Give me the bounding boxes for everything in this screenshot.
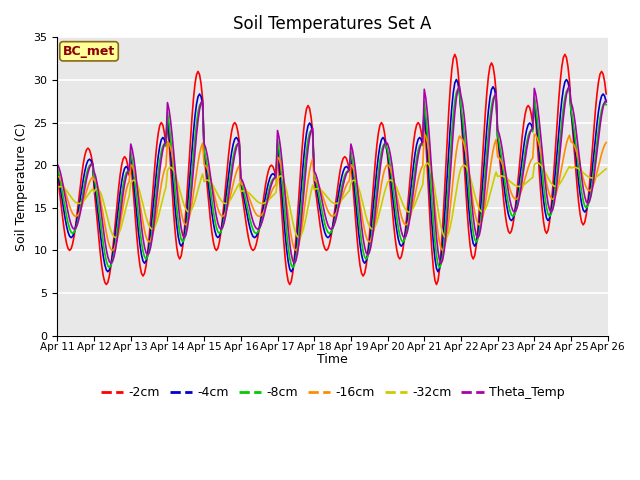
-4cm (434, 269, 442, 275)
Text: BC_met: BC_met (63, 45, 115, 58)
-32cm (111, 235, 119, 240)
-4cm (602, 99, 610, 105)
-16cm (54, 173, 61, 179)
-2cm (602, 91, 610, 97)
-2cm (246, 242, 254, 248)
-4cm (452, 77, 460, 83)
Theta_Temp (54, 161, 61, 167)
Theta_Temp (219, 225, 227, 230)
Theta_Temp (295, 240, 303, 246)
Line: -8cm: -8cm (58, 89, 606, 267)
-32cm (54, 185, 61, 191)
Theta_Temp (107, 260, 115, 266)
Theta_Temp (246, 207, 254, 213)
Line: -16cm: -16cm (58, 134, 606, 251)
-16cm (237, 181, 244, 187)
Line: -4cm: -4cm (58, 80, 606, 272)
-4cm (575, 180, 582, 185)
-2cm (102, 282, 110, 288)
Theta_Temp (602, 97, 610, 103)
-16cm (122, 188, 130, 193)
-2cm (122, 156, 130, 162)
-2cm (54, 171, 61, 177)
-32cm (237, 189, 244, 194)
X-axis label: Time: Time (317, 353, 348, 366)
-16cm (602, 140, 610, 145)
-8cm (122, 170, 130, 176)
-4cm (217, 228, 225, 234)
-8cm (246, 216, 254, 222)
-4cm (54, 168, 61, 174)
-4cm (244, 219, 252, 225)
-32cm (602, 166, 610, 172)
Legend: -2cm, -4cm, -8cm, -16cm, -32cm, Theta_Temp: -2cm, -4cm, -8cm, -16cm, -32cm, Theta_Te… (95, 381, 570, 404)
-16cm (295, 241, 303, 247)
Theta_Temp (237, 175, 244, 181)
-8cm (575, 166, 582, 172)
-2cm (295, 192, 303, 198)
-32cm (246, 191, 254, 197)
-8cm (602, 102, 610, 108)
-8cm (219, 225, 227, 230)
-8cm (54, 166, 61, 172)
-8cm (237, 179, 244, 184)
-32cm (219, 199, 227, 205)
-4cm (121, 166, 129, 171)
Line: -32cm: -32cm (58, 163, 606, 238)
Line: Theta_Temp: Theta_Temp (58, 86, 606, 263)
-16cm (109, 248, 116, 253)
Y-axis label: Soil Temperature (C): Soil Temperature (C) (15, 122, 28, 251)
Line: -2cm: -2cm (58, 54, 606, 285)
-8cm (106, 264, 113, 270)
Theta_Temp (575, 149, 582, 155)
-2cm (575, 200, 582, 205)
-16cm (420, 131, 428, 137)
-32cm (575, 166, 582, 172)
-32cm (122, 204, 130, 210)
-4cm (236, 141, 243, 147)
Title: Soil Temperatures Set A: Soil Temperatures Set A (234, 15, 432, 33)
-8cm (295, 230, 303, 236)
-16cm (219, 214, 227, 219)
Theta_Temp (122, 173, 130, 179)
-2cm (219, 216, 227, 221)
-8cm (454, 86, 461, 92)
-4cm (294, 232, 301, 238)
-32cm (424, 160, 431, 166)
-32cm (295, 235, 303, 240)
-16cm (246, 197, 254, 203)
-16cm (575, 157, 582, 163)
-2cm (451, 51, 459, 57)
Theta_Temp (456, 84, 463, 89)
-2cm (237, 184, 244, 190)
